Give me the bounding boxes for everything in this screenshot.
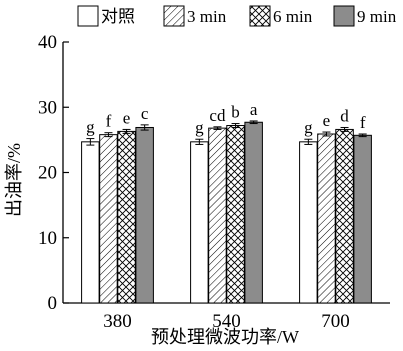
y-tick-label: 10 <box>38 228 57 249</box>
y-axis-title: 出油率/% <box>4 143 24 217</box>
significance-label: c <box>141 104 149 123</box>
legend-swatch <box>163 5 185 27</box>
x-axis-title: 预处理微波功率/W <box>151 327 299 347</box>
legend-swatch <box>333 5 355 27</box>
bar <box>135 126 154 304</box>
bar <box>99 134 118 304</box>
significance-label: e <box>123 108 131 127</box>
legend-label: 6 min <box>273 7 313 26</box>
legend-swatch <box>249 5 271 27</box>
significance-label: d <box>340 106 349 125</box>
bar <box>299 141 318 304</box>
legend: 对照 3 min 6 min 9 min <box>77 5 397 27</box>
significance-label: b <box>231 103 240 122</box>
x-tick-label: 540 <box>212 311 241 332</box>
bar <box>117 130 136 304</box>
significance-label: f <box>106 112 112 131</box>
y-tick-label: 30 <box>38 97 57 118</box>
significance-label: g <box>195 118 204 137</box>
x-tick-label: 700 <box>321 311 350 332</box>
bar <box>81 141 100 304</box>
legend-swatch <box>77 5 99 27</box>
y-tick-label: 0 <box>48 293 58 314</box>
x-tick-label: 380 <box>103 311 132 332</box>
bar <box>244 121 263 304</box>
significance-label: f <box>360 113 366 132</box>
bar <box>353 134 372 304</box>
legend-label: 3 min <box>187 7 227 26</box>
bar <box>335 128 354 304</box>
significance-label: g <box>86 118 95 137</box>
y-tick-label: 20 <box>38 163 57 184</box>
bar <box>226 125 245 304</box>
y-tick-label: 40 <box>38 32 57 53</box>
significance-label: e <box>323 111 331 130</box>
legend-label: 9 min <box>357 7 397 26</box>
significance-label: a <box>250 100 258 119</box>
bar <box>190 141 209 304</box>
significance-label: g <box>304 118 313 137</box>
legend-label: 对照 <box>101 7 135 26</box>
bar <box>208 127 227 304</box>
bar <box>317 133 336 304</box>
significance-label: cd <box>209 106 226 125</box>
